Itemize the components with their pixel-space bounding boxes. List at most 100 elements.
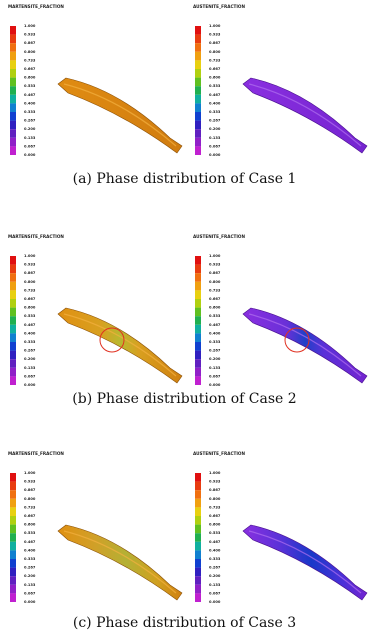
colorbar-segment bbox=[195, 507, 201, 516]
legend-label: 0.600 bbox=[24, 76, 36, 80]
colorbar-segment bbox=[10, 359, 16, 368]
legend-label: 0.000 bbox=[24, 600, 36, 604]
panel-title: MARTENSITE_FRACTION bbox=[8, 234, 64, 239]
caption: (b) Phase distribution of Case 2 bbox=[72, 391, 296, 407]
colorbar-segment bbox=[10, 568, 16, 577]
panel-title: MARTENSITE_FRACTION bbox=[8, 4, 64, 9]
colorbar-segment bbox=[10, 585, 16, 594]
colorbar-segment bbox=[195, 299, 201, 308]
legend-label: 0.467 bbox=[24, 93, 36, 97]
legend-label: 0.400 bbox=[209, 548, 221, 552]
colorbar-segment bbox=[195, 376, 201, 385]
legend-label: 1.000 bbox=[24, 471, 36, 475]
colorbar-segment bbox=[10, 69, 16, 78]
colorbar-segment bbox=[195, 138, 201, 147]
legend-label: 0.200 bbox=[209, 127, 221, 131]
colorbar-segment bbox=[195, 359, 201, 368]
legend-label: 0.600 bbox=[209, 523, 221, 527]
beam bbox=[58, 525, 182, 600]
colorbar-segment bbox=[10, 490, 16, 499]
colorbar-segment bbox=[10, 43, 16, 52]
caption: (a) Phase distribution of Case 1 bbox=[73, 171, 297, 187]
colorbar-segment bbox=[10, 78, 16, 87]
colorbar-segment bbox=[195, 69, 201, 78]
colorbar-segment bbox=[195, 95, 201, 104]
beam bbox=[58, 78, 182, 153]
legend-label: 0.867 bbox=[209, 41, 221, 45]
legend-label: 0.600 bbox=[24, 523, 36, 527]
legend-label: 0.000 bbox=[209, 153, 221, 157]
colorbar-segment bbox=[10, 26, 16, 35]
legend-label: 0.933 bbox=[24, 263, 36, 267]
legend-label: 0.867 bbox=[24, 41, 36, 45]
legend-label: 0.800 bbox=[24, 280, 36, 284]
legend-label: 0.267 bbox=[209, 119, 221, 123]
legend-label: 0.333 bbox=[24, 110, 36, 114]
legend-label: 0.867 bbox=[209, 488, 221, 492]
legend-label: 0.267 bbox=[209, 349, 221, 353]
panel-title: AUSTENITE_FRACTION bbox=[193, 451, 245, 456]
colorbar-segment bbox=[10, 507, 16, 516]
colorbar-segment bbox=[195, 316, 201, 325]
legend-label: 0.933 bbox=[209, 263, 221, 267]
legend-label: 0.800 bbox=[209, 497, 221, 501]
legend-label: 0.667 bbox=[209, 67, 221, 71]
panel-title: MARTENSITE_FRACTION bbox=[8, 451, 64, 456]
colorbar-segment bbox=[10, 95, 16, 104]
legend-label: 0.667 bbox=[24, 67, 36, 71]
legend-label: 0.133 bbox=[209, 136, 221, 140]
panel: MARTENSITE_FRACTION1.0000.9330.8670.8000… bbox=[8, 4, 182, 157]
panel: AUSTENITE_FRACTION 1.000 0.933 0.867 0.800 0.… bbox=[193, 451, 367, 604]
legend-label: 0.067 bbox=[24, 144, 36, 148]
colorbar-segment bbox=[195, 482, 201, 491]
colorbar-segment bbox=[10, 333, 16, 342]
colorbar-segment bbox=[10, 129, 16, 138]
panel-title: AUSTENITE_FRACTION bbox=[193, 234, 245, 239]
legend-label: 0.267 bbox=[24, 349, 36, 353]
colorbar-segment bbox=[195, 525, 201, 534]
colorbar-segment bbox=[195, 568, 201, 577]
legend-label: 0.733 bbox=[209, 58, 221, 62]
legend-label: 0.867 bbox=[209, 271, 221, 275]
colorbar-segment bbox=[10, 256, 16, 265]
legend-label: 1.000 bbox=[209, 471, 221, 475]
colorbar-segment bbox=[10, 316, 16, 325]
colorbar-segment bbox=[195, 516, 201, 525]
colorbar-segment bbox=[10, 550, 16, 559]
legend-label: 0.733 bbox=[24, 505, 36, 509]
legend-label: 0.400 bbox=[209, 101, 221, 105]
colorbar-segment bbox=[195, 342, 201, 351]
legend-label: 0.667 bbox=[24, 297, 36, 301]
legend-label: 0.467 bbox=[209, 93, 221, 97]
legend-label: 0.667 bbox=[24, 514, 36, 518]
colorbar-segment bbox=[10, 325, 16, 334]
legend-label: 0.933 bbox=[209, 480, 221, 484]
colorbar-segment bbox=[10, 533, 16, 542]
legend-label: 0.333 bbox=[209, 557, 221, 561]
legend-label: 0.000 bbox=[209, 600, 221, 604]
legend-label: 0.800 bbox=[209, 280, 221, 284]
legend-label: 0.933 bbox=[209, 33, 221, 37]
legend-label: 0.067 bbox=[209, 374, 221, 378]
colorbar-segment bbox=[195, 325, 201, 334]
colorbar-segment bbox=[195, 273, 201, 282]
legend-label: 0.333 bbox=[209, 110, 221, 114]
colorbar-segment bbox=[195, 559, 201, 568]
legend-label: 0.000 bbox=[209, 383, 221, 387]
colorbar-segment bbox=[195, 473, 201, 482]
legend-label: 0.133 bbox=[24, 583, 36, 587]
legend-label: 0.067 bbox=[24, 591, 36, 595]
legend-label: 0.200 bbox=[24, 357, 36, 361]
legend-label: 0.600 bbox=[24, 306, 36, 310]
colorbar-segment bbox=[10, 282, 16, 291]
legend-label: 0.400 bbox=[24, 101, 36, 105]
legend-label: 0.800 bbox=[24, 50, 36, 54]
legend-label: 0.333 bbox=[209, 340, 221, 344]
colorbar-segment bbox=[195, 533, 201, 542]
legend-label: 1.000 bbox=[24, 24, 36, 28]
legend-label: 0.867 bbox=[24, 488, 36, 492]
panel: MARTENSITE_FRACTION1.0000.9330.8670.8000… bbox=[8, 451, 182, 604]
legend-label: 0.600 bbox=[209, 76, 221, 80]
colorbar-segment bbox=[10, 121, 16, 130]
legend-label: 0.533 bbox=[24, 84, 36, 88]
